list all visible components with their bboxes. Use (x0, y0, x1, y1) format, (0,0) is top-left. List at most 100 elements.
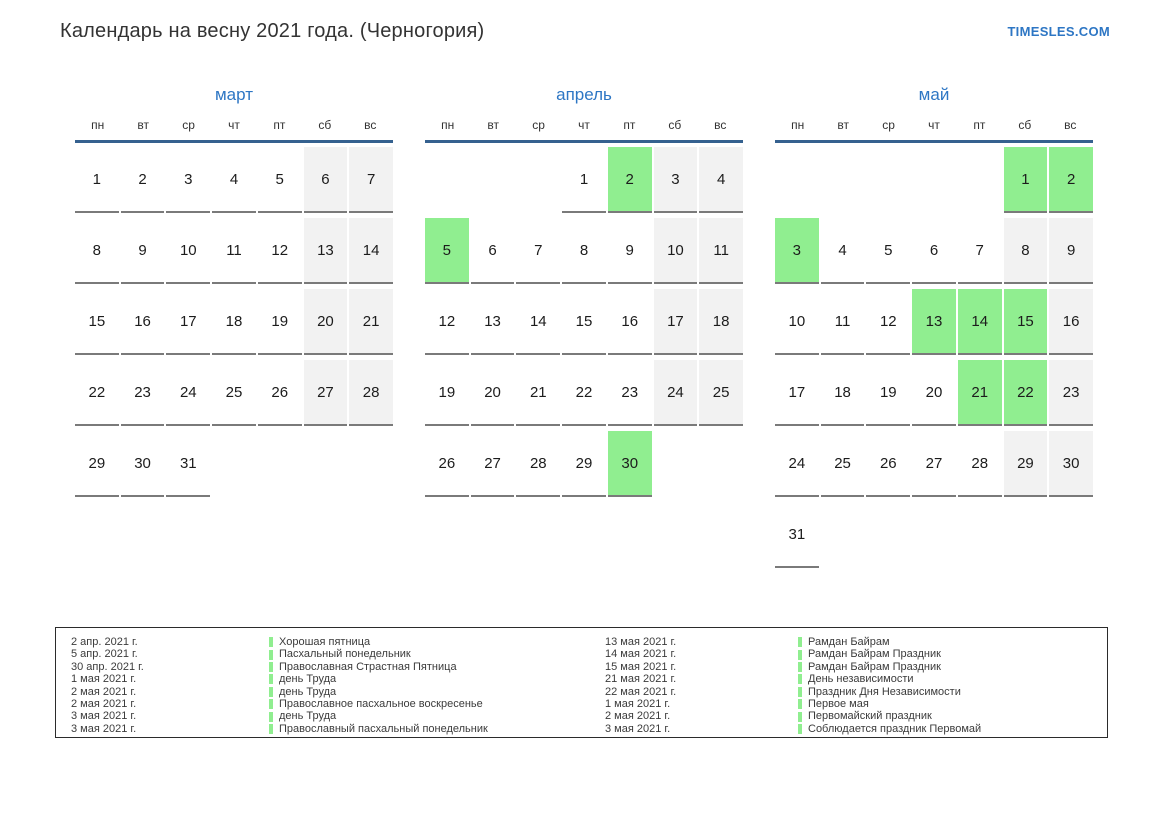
day-cell: 14 (957, 289, 1002, 355)
day-cell: 10 (775, 289, 819, 355)
day-cell: 17 (166, 289, 211, 355)
month-title: май (918, 85, 950, 104)
day-cell: 5 (425, 218, 469, 284)
day-cell: 19 (425, 360, 469, 426)
day-cell: 13 (912, 289, 956, 355)
holiday-marker-icon (798, 686, 802, 697)
legend-date: 21 мая 2021 г. (605, 673, 677, 686)
day-cell: 12 (866, 289, 911, 355)
day-cell: 21 (957, 360, 1002, 426)
day-cell: 5 (257, 147, 302, 213)
day-cell-empty (866, 502, 910, 568)
day-cell: 10 (653, 218, 698, 284)
day-cell: 12 (257, 218, 302, 284)
month-may: май пн вт ср чт пт сб вс 1 2 3 4 5 6 7 8 9 10 11 12 13 14 15 16… (775, 86, 1093, 568)
day-cell: 16 (1049, 289, 1093, 355)
brand-link[interactable]: TIMESLES.COM (1007, 24, 1110, 39)
day-cell: 21 (516, 360, 561, 426)
day-cell-empty (516, 147, 560, 213)
weekday-label: пт (623, 118, 636, 132)
legend-holiday-label: Праздник Дня Независимости (808, 685, 961, 698)
day-cell: 8 (75, 218, 119, 284)
weekday-label: вс (1064, 118, 1077, 132)
day-cell: 23 (1049, 360, 1093, 426)
months-row: март пн вт ср чт пт сб вс 1 2 3 4 5 6 7 8 9 10 11 12 13 14 15 1… (75, 86, 1093, 568)
day-cell: 2 (607, 147, 652, 213)
page-title: Календарь на весну 2021 года. (Черногори… (60, 20, 485, 42)
day-cell: 7 (516, 218, 561, 284)
month-april: апрель пн вт ср чт пт сб вс 1 2 3 4 5 6 7 8 9 10 11 12 13 14 1… (425, 86, 743, 568)
day-cell: 9 (1049, 218, 1093, 284)
legend-holiday-name: день Труда (269, 710, 605, 722)
holiday-marker-icon (269, 649, 273, 660)
legend-date: 3 мая 2021 г. (71, 710, 137, 723)
month-grid: 1 2 3 4 5 6 7 8 9 10 11 12 13 14 15 16 17 18 19 20 21 22 23 24 2… (775, 143, 1093, 568)
day-cell: 13 (303, 218, 348, 284)
legend-date: 3 мая 2021 г. (71, 722, 137, 735)
day-cell: 1 (562, 147, 606, 213)
day-cell: 27 (912, 431, 956, 497)
day-cell: 5 (866, 218, 911, 284)
day-cell: 4 (820, 218, 865, 284)
day-cell: 8 (1003, 218, 1048, 284)
day-cell: 9 (120, 218, 165, 284)
day-cell: 27 (303, 360, 348, 426)
legend-holiday-label: День независимости (808, 673, 914, 686)
month-grid: 1 2 3 4 5 6 7 8 9 10 11 12 13 14 15 16 17 18 19 20 21 22 23 24 2… (425, 143, 743, 497)
day-cell: 22 (75, 360, 119, 426)
legend-holiday-label: Рамдан Байрам Праздник (808, 660, 941, 673)
legend-holiday-name: Хорошая пятница (269, 636, 605, 648)
weekday-label: сб (1018, 118, 1032, 132)
day-cell: 4 (699, 147, 743, 213)
legend-date: 2 мая 2021 г. (71, 697, 137, 710)
day-cell-empty (1049, 502, 1093, 568)
day-cell: 14 (516, 289, 561, 355)
day-cell-empty (258, 431, 302, 497)
legend-holiday-label: день Труда (279, 685, 337, 698)
day-cell: 10 (166, 218, 211, 284)
legend-holiday-label: день Труда (279, 673, 337, 686)
day-cell: 26 (257, 360, 302, 426)
day-cell-empty (821, 147, 865, 213)
day-cell: 30 (120, 431, 165, 497)
legend-holiday-name: Первое мая (798, 698, 1107, 710)
holiday-marker-icon (798, 711, 802, 722)
legend-holiday-label: Православное пасхальное воскресенье (279, 697, 483, 710)
day-cell-empty (775, 147, 819, 213)
legend-date: 13 мая 2021 г. (605, 636, 677, 648)
legend-column: 2 апр. 2021 г. Хорошая пятница 5 апр. 2021… (71, 636, 605, 735)
day-cell: 13 (470, 289, 515, 355)
holiday-marker-icon (798, 649, 802, 660)
day-cell-empty (866, 147, 910, 213)
day-cell: 14 (349, 218, 393, 284)
weekday-header-row: пн вт ср чт пт сб вс (775, 118, 1093, 143)
holiday-marker-icon (269, 637, 273, 648)
day-cell: 6 (470, 218, 515, 284)
month-title: апрель (556, 85, 612, 104)
day-cell: 6 (303, 147, 348, 213)
holiday-marker-icon (269, 711, 273, 722)
day-cell: 23 (120, 360, 165, 426)
legend-holiday-label: Пасхальный понедельник (279, 648, 411, 661)
weekday-label: пт (973, 118, 986, 132)
day-cell: 11 (820, 289, 865, 355)
legend-holiday-label: Первомайский праздник (808, 710, 932, 723)
weekday-label: пн (91, 118, 105, 132)
day-cell: 7 (349, 147, 393, 213)
weekday-label: вс (714, 118, 727, 132)
day-cell: 16 (607, 289, 652, 355)
weekday-label: чт (928, 118, 940, 132)
legend-holiday-label: Соблюдается праздник Первомай (808, 722, 982, 735)
day-cell: 12 (425, 289, 469, 355)
holiday-marker-icon (269, 723, 273, 734)
weekday-label: вс (364, 118, 377, 132)
legend-holiday-name: Рамдан Байрам (798, 636, 1107, 648)
day-cell: 24 (166, 360, 211, 426)
legend-date: 2 мая 2021 г. (605, 710, 671, 723)
day-cell: 28 (516, 431, 561, 497)
day-cell: 15 (562, 289, 606, 355)
holiday-legend: 2 апр. 2021 г. Хорошая пятница 5 апр. 2021… (55, 627, 1108, 738)
weekday-label: ср (532, 118, 545, 132)
holiday-marker-icon (798, 674, 802, 685)
legend-date: 5 апр. 2021 г. (71, 648, 138, 661)
